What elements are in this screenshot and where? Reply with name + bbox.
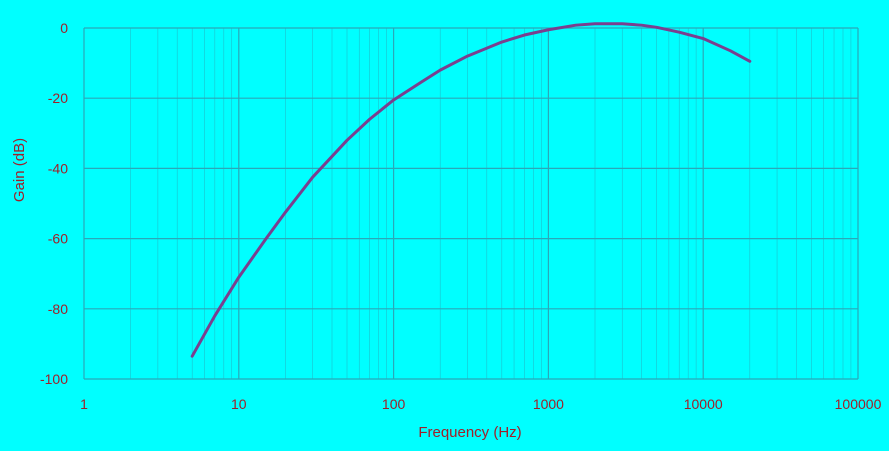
series-group	[190, 22, 752, 358]
y-tick-label: -40	[48, 160, 68, 176]
y-axis-title: Gain (dB)	[11, 138, 28, 202]
x-tick-label: 100	[382, 396, 406, 412]
x-tick-label: 100000	[835, 396, 882, 412]
y-tick-label: -60	[48, 231, 68, 247]
major-grid	[83, 27, 859, 380]
x-tick-label: 1	[80, 396, 88, 412]
x-tick-label: 1000	[533, 396, 564, 412]
x-tick-label: 10	[231, 396, 247, 412]
series-line-0	[190, 22, 752, 358]
y-tick-labels: 0 -20 -40 -60 -80 -100	[40, 20, 68, 387]
x-tick-labels: 1 10 100 1000 10000 100000	[80, 396, 881, 412]
y-tick-label: -20	[48, 90, 68, 106]
minor-grid	[130, 28, 852, 379]
y-tick-label: -100	[40, 371, 68, 387]
x-axis-title: Frequency (Hz)	[418, 424, 521, 441]
y-tick-label: 0	[60, 20, 68, 36]
y-tick-label: -80	[48, 301, 68, 317]
x-tick-label: 10000	[684, 396, 723, 412]
